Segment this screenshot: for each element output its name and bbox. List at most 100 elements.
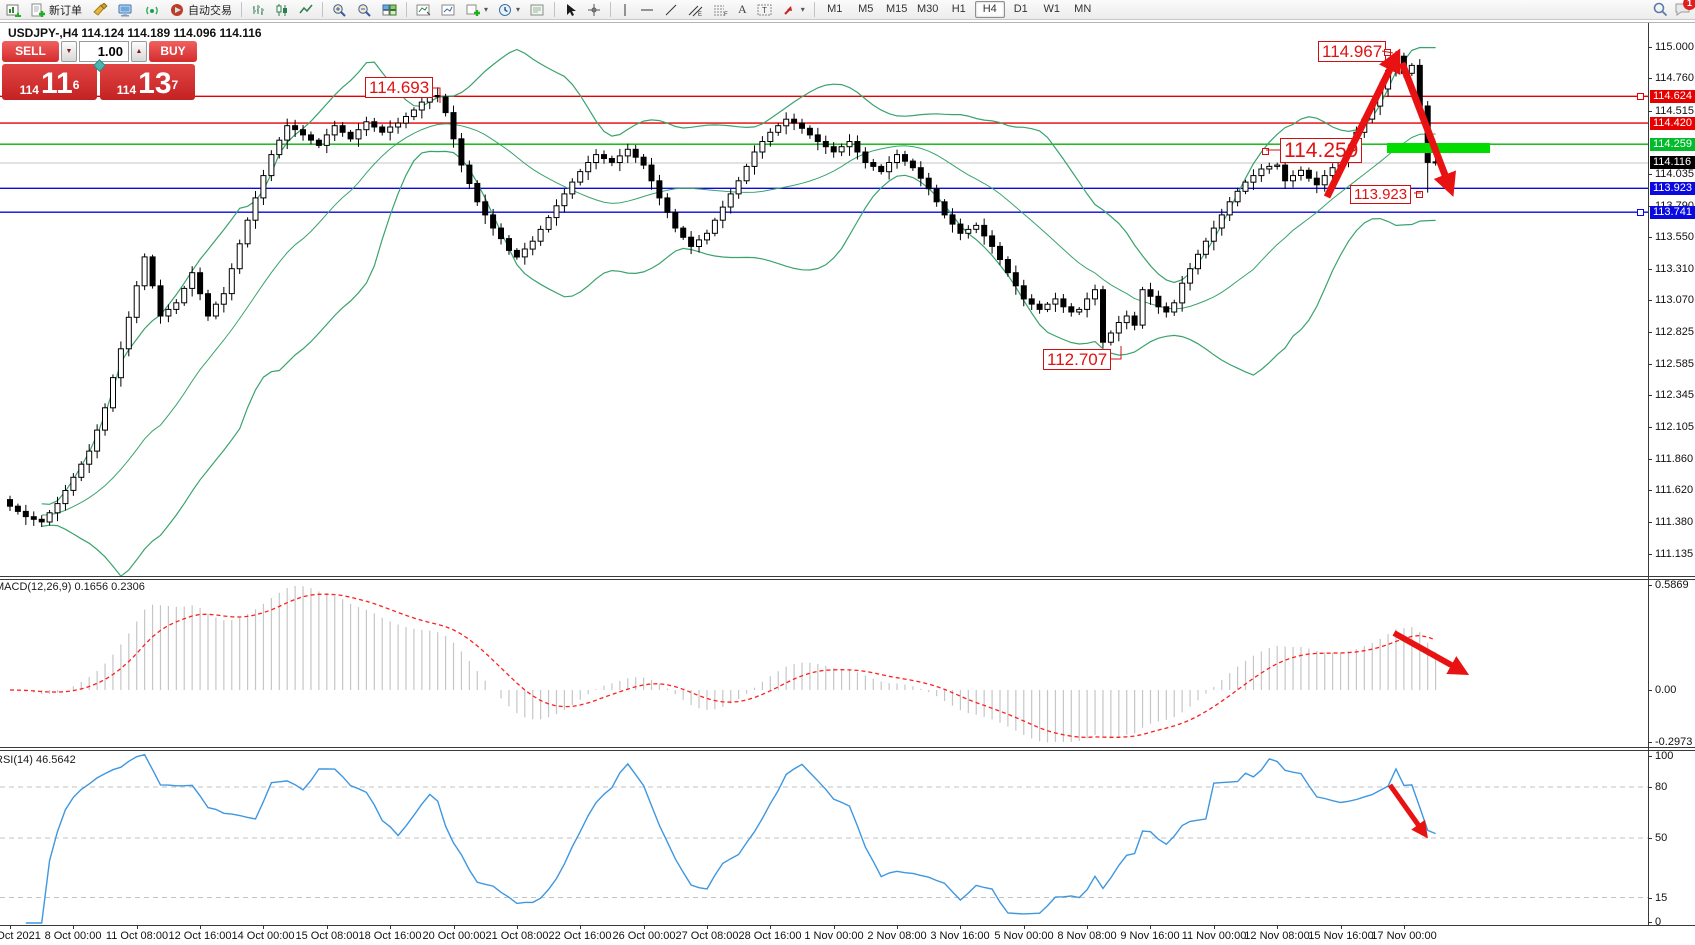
timeframe-M30[interactable]: M30 [917, 3, 939, 15]
time-label: 21 Oct 08:00 [485, 930, 549, 942]
text-tool[interactable]: A [738, 2, 747, 16]
line-chart-mode-button[interactable] [295, 0, 317, 19]
time-label: 7 Oct 2021 [0, 930, 41, 942]
channel-tool[interactable]: E [684, 0, 707, 19]
timeframe-H1[interactable]: H1 [951, 3, 966, 15]
toolbar-right-icons: 1 [1652, 0, 1695, 17]
price-tick-label: 113.310 [1655, 263, 1694, 275]
time-tick [960, 925, 961, 929]
zoom-in-button[interactable] [328, 0, 351, 19]
time-tick [454, 925, 455, 929]
ask-price-box[interactable]: 114 13 7 [100, 64, 195, 100]
bid-prefix: 114 [19, 83, 39, 97]
svg-text:E: E [698, 12, 702, 17]
indicator-window-icon [416, 4, 431, 15]
volume-input[interactable] [79, 41, 129, 62]
timeframe-M1[interactable]: M1 [827, 3, 843, 15]
crosshair-tool-button[interactable] [583, 0, 605, 19]
macd-histogram [17, 586, 1437, 743]
line-handle[interactable] [1637, 93, 1644, 100]
notification-badge: 1 [1683, 0, 1695, 10]
periods-button[interactable]: ▾ [494, 0, 524, 19]
price-tick-label: 111.860 [1655, 453, 1694, 465]
volume-increase-button[interactable]: ▲ [131, 41, 147, 62]
add-indicator-button[interactable]: ▾ [462, 0, 492, 19]
new-chart-button[interactable] [2, 0, 25, 19]
macd-label: MACD(12,26,9) 0.1656 0.2306 [0, 581, 145, 593]
timeframe-MN[interactable]: MN [1074, 3, 1092, 15]
bar-chart-mode-button[interactable] [247, 0, 269, 19]
signal-icon [146, 6, 158, 14]
new-order-button[interactable]: 新订单 [27, 0, 86, 19]
annotation-handle[interactable] [1262, 148, 1269, 155]
annotation-handle[interactable] [1384, 49, 1391, 56]
price-tick-label: 112.825 [1655, 326, 1694, 338]
panel-separator[interactable] [0, 576, 1695, 577]
quote-prices-row: 114 11 6 114 13 7 [2, 59, 198, 100]
timeframe-D1[interactable]: D1 [1013, 3, 1028, 15]
price-annotation-label[interactable]: 114.259 [1280, 138, 1363, 163]
timeframe-M15[interactable]: M15 [886, 3, 908, 15]
time-tick [1150, 925, 1151, 929]
timeframe-M5[interactable]: M5 [858, 3, 874, 15]
panel-separator[interactable] [0, 750, 1695, 751]
buy-button[interactable]: BUY [149, 41, 197, 62]
price-annotation-label[interactable]: 114.967 [1318, 41, 1387, 62]
trendline-tool[interactable] [660, 0, 682, 19]
fibonacci-tool[interactable]: F [709, 0, 732, 19]
toolbar-separator [406, 2, 407, 17]
rsi-tick-label: 100 [1655, 750, 1674, 762]
timeframe-W1[interactable]: W1 [1043, 3, 1060, 15]
tile-windows-button[interactable] [378, 0, 401, 19]
time-label: 3 Nov 16:00 [930, 930, 990, 942]
terminal-window-button[interactable] [114, 0, 138, 19]
time-tick [644, 925, 645, 929]
time-tick [1404, 925, 1405, 929]
crosshair-icon [588, 3, 601, 16]
templates-button[interactable] [526, 0, 549, 19]
autotrading-button[interactable]: 自动交易 [166, 0, 236, 19]
price-annotation-label[interactable]: 112.707 [1043, 349, 1112, 370]
profile-window-button[interactable] [437, 0, 460, 19]
macd-panel-plot[interactable] [0, 580, 1648, 746]
horizontal-line-tool[interactable] [636, 0, 658, 19]
price-tick [1648, 364, 1652, 365]
rsi-tick-label: 80 [1655, 781, 1668, 793]
price-tick [1648, 111, 1652, 112]
signals-button[interactable] [140, 0, 164, 19]
candle-chart-mode-button[interactable] [271, 0, 293, 19]
rsi-panel-plot[interactable] [0, 752, 1648, 924]
zoom-in-icon [333, 3, 346, 17]
price-tick [1648, 47, 1652, 48]
panel-separator[interactable] [0, 579, 1695, 580]
price-badge: 114.259 [1650, 138, 1695, 151]
text-label-tool[interactable]: T [753, 0, 777, 19]
time-label: 12 Nov 08:00 [1244, 930, 1310, 942]
notifications-button[interactable]: 1 [1674, 0, 1695, 17]
bid-price-box[interactable]: 114 11 6 [2, 64, 97, 100]
vertical-line-tool[interactable] [616, 0, 634, 19]
toolbar-separator [813, 2, 815, 17]
main-chart-plot[interactable] [0, 23, 1648, 578]
price-tick [1648, 269, 1652, 270]
template-icon [530, 4, 544, 15]
search-icon[interactable] [1652, 1, 1668, 17]
volume-decrease-button[interactable]: ▼ [61, 41, 77, 62]
cleanup-charts-button[interactable] [88, 0, 112, 19]
arrows-tool[interactable]: ▾ [779, 0, 809, 19]
cursor-tool-button[interactable] [560, 0, 581, 19]
line-handle[interactable] [1637, 209, 1644, 216]
timeframe-H4[interactable]: H4 [974, 1, 1005, 18]
channel-icon: E [688, 5, 703, 17]
zoom-out-button[interactable] [353, 0, 376, 19]
dropdown-caret: ▾ [516, 5, 521, 14]
panel-separator[interactable] [0, 747, 1695, 748]
price-badge: 114.624 [1650, 90, 1695, 103]
annotation-handle[interactable] [1416, 191, 1423, 198]
indicator-list-button[interactable] [412, 0, 435, 19]
price-annotation-label[interactable]: 113.923 [1350, 185, 1412, 204]
highlight-bar[interactable] [1387, 143, 1490, 153]
time-axis-border [0, 925, 1695, 926]
price-annotation-label[interactable]: 114.693 [365, 77, 434, 98]
sell-button[interactable]: SELL [2, 41, 59, 62]
